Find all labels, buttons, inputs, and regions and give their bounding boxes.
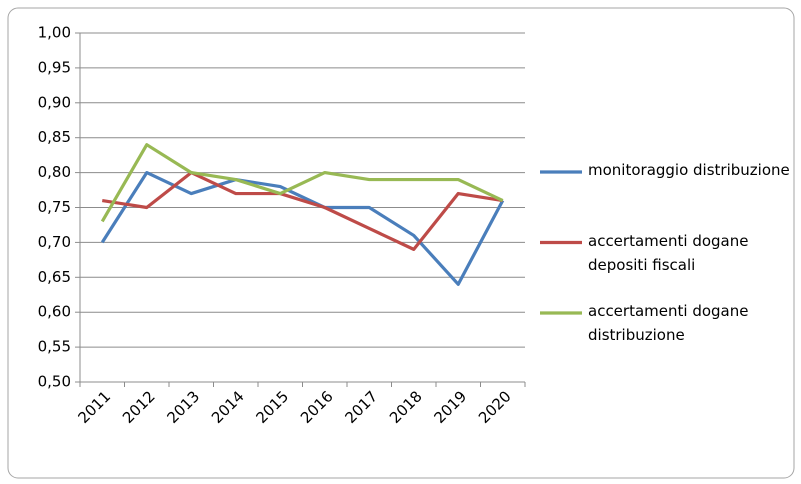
series-line	[100, 143, 504, 223]
y-tick-label: 0,50	[38, 373, 71, 391]
y-tick-label: 0,70	[38, 233, 71, 251]
y-tick-label: 1,00	[38, 24, 71, 42]
y-tick-label: 0,90	[38, 93, 71, 111]
legend-label: accertamenti dogane depositi fiscali	[588, 231, 749, 274]
y-tick-label: 0,85	[38, 128, 71, 146]
legend-label: monitoraggio distribuzione	[588, 161, 790, 179]
y-tick-label: 0,75	[38, 198, 71, 216]
y-tick-label: 0,60	[38, 303, 71, 321]
y-tick-label: 0,65	[38, 268, 71, 286]
series-line	[102, 171, 503, 251]
y-tick-label: 0,95	[38, 58, 71, 76]
legend-label: accertamenti dogane distribuzione	[588, 302, 749, 344]
y-tick-label: 0,80	[38, 163, 71, 181]
y-tick-label: 0,55	[38, 338, 71, 356]
series-line	[100, 171, 505, 286]
